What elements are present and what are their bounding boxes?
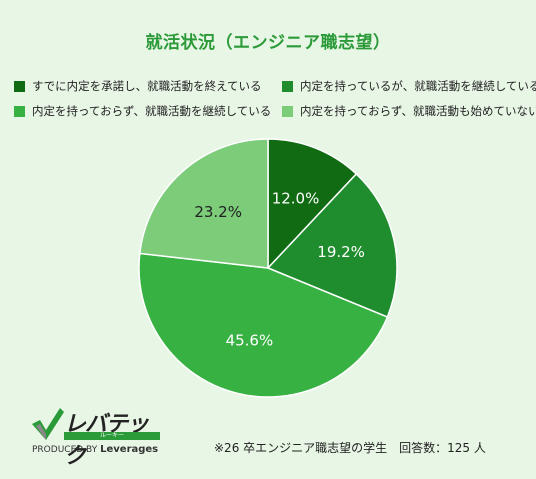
chart-title: 就活状況（エンジニア職志望） [145,33,391,53]
pie-slice [138,138,269,269]
legend-swatch [282,80,293,92]
legend-item: 内定を持っておらず、就職活動を継続している [14,103,282,119]
checkmark-logo-icon [32,408,64,440]
legend-label: 内定を持っておらず、就職活動を継続している [32,104,272,118]
legend-swatch [282,105,293,117]
levtech-rookie-logo: レバテック ルーキー PRODUCED BY Leverages [30,406,160,469]
sample-note: ※26 卒エンジニア職志望の学生 回答数：125 人 [214,441,486,455]
logo-tag-brand: Leverages [100,444,159,455]
legend-label: 内定を持っているが、就職活動を継続している [300,79,536,93]
legend-item: 内定を持っているが、就職活動を継続している [282,78,536,94]
slice-label: 19.2% [317,243,365,261]
legend: すでに内定を承諾し、就職活動を終えている 内定を持っているが、就職活動を継続してい… [14,78,536,119]
pie-slice [138,252,389,398]
slice-label: 23.2% [194,203,242,221]
legend-swatch [14,80,25,92]
slice-label: 12.0% [272,189,320,207]
legend-item: 内定を持っておらず、就職活動も始めていない [282,103,536,119]
legend-item: すでに内定を承諾し、就職活動を終えている [14,78,282,94]
legend-swatch [14,105,25,117]
pie-slice [266,172,398,318]
pie-slice [267,138,358,270]
logo-subtitle: ルーキー [64,432,160,440]
legend-label: すでに内定を承諾し、就職活動を終えている [32,79,262,93]
logo-tagline: PRODUCED BY Leverages [32,444,158,455]
legend-label: 内定を持っておらず、就職活動も始めていない [300,104,536,118]
logo-tag-prefix: PRODUCED BY [32,445,98,455]
slice-label: 45.6% [226,331,274,349]
